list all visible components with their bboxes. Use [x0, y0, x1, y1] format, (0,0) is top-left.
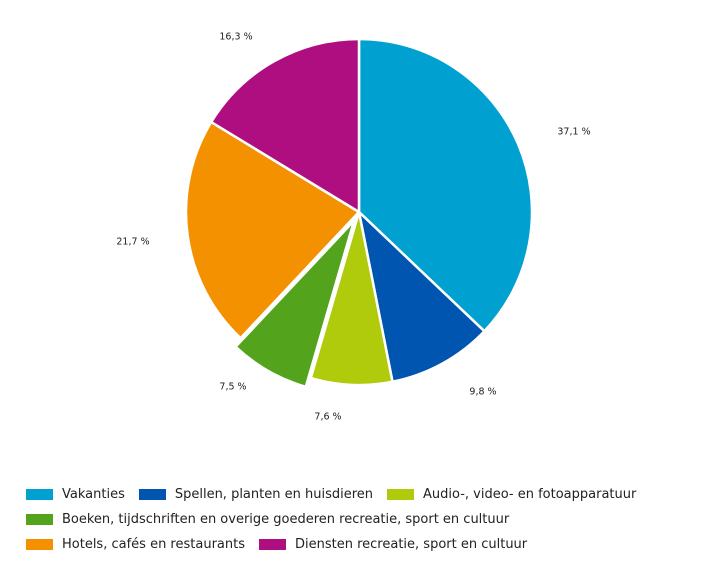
legend-label: Audio-, video- en fotoapparatuur: [423, 487, 637, 502]
pie-chart: 37,1 % 9,8 % 7,6 % 7,5 % 21,7 % 16,3 %: [116, 32, 590, 423]
legend-item-spellen: Spellen, planten en huisdieren: [138, 487, 373, 502]
slice-value-label: 9,8 %: [469, 387, 496, 398]
legend-item-hotels: Hotels, cafés en restaurants: [26, 537, 245, 552]
pie-slice: [234, 219, 356, 389]
legend-swatch: [26, 489, 53, 500]
pie-slice: [357, 210, 486, 383]
legend-item-audio: Audio-, video- en fotoapparatuur: [387, 487, 636, 502]
legend-row: Hotels, cafés en restaurants Diensten re…: [26, 532, 696, 557]
pie-slices: [184, 37, 534, 389]
legend-item-diensten: Diensten recreatie, sport en cultuur: [259, 537, 527, 552]
legend-swatch: [387, 489, 414, 500]
pie-data-labels: 37,1 % 9,8 % 7,6 % 7,5 % 21,7 % 16,3 %: [116, 32, 590, 423]
legend-label: Spellen, planten en huisdieren: [174, 487, 373, 502]
chart-legend: Vakanties Spellen, planten en huisdieren…: [26, 482, 696, 557]
legend-item-boeken: Boeken, tijdschriften en overige goedere…: [26, 512, 509, 527]
slice-value-label: 7,6 %: [314, 412, 341, 423]
legend-swatch: [138, 489, 166, 500]
legend-item-vakanties: Vakanties: [26, 487, 125, 502]
legend-swatch: [26, 539, 53, 550]
legend-swatch: [259, 539, 286, 550]
legend-swatch: [26, 514, 53, 525]
legend-label: Diensten recreatie, sport en cultuur: [295, 537, 528, 552]
pie-slice: [184, 120, 361, 340]
slice-value-label: 16,3 %: [219, 32, 252, 43]
legend-row: Boeken, tijdschriften en overige goedere…: [26, 507, 696, 532]
legend-label: Hotels, cafés en restaurants: [62, 537, 245, 552]
legend-label: Boeken, tijdschriften en overige goedere…: [62, 512, 510, 527]
pie-slice: [209, 37, 361, 214]
pie-slice: [357, 37, 534, 333]
legend-label: Vakanties: [62, 487, 125, 502]
slice-value-label: 21,7 %: [116, 237, 149, 248]
legend-row: Vakanties Spellen, planten en huisdieren…: [26, 482, 696, 507]
slice-value-label: 7,5 %: [219, 382, 246, 393]
slice-value-label: 37,1 %: [557, 127, 590, 138]
pie-slice: [309, 210, 394, 387]
